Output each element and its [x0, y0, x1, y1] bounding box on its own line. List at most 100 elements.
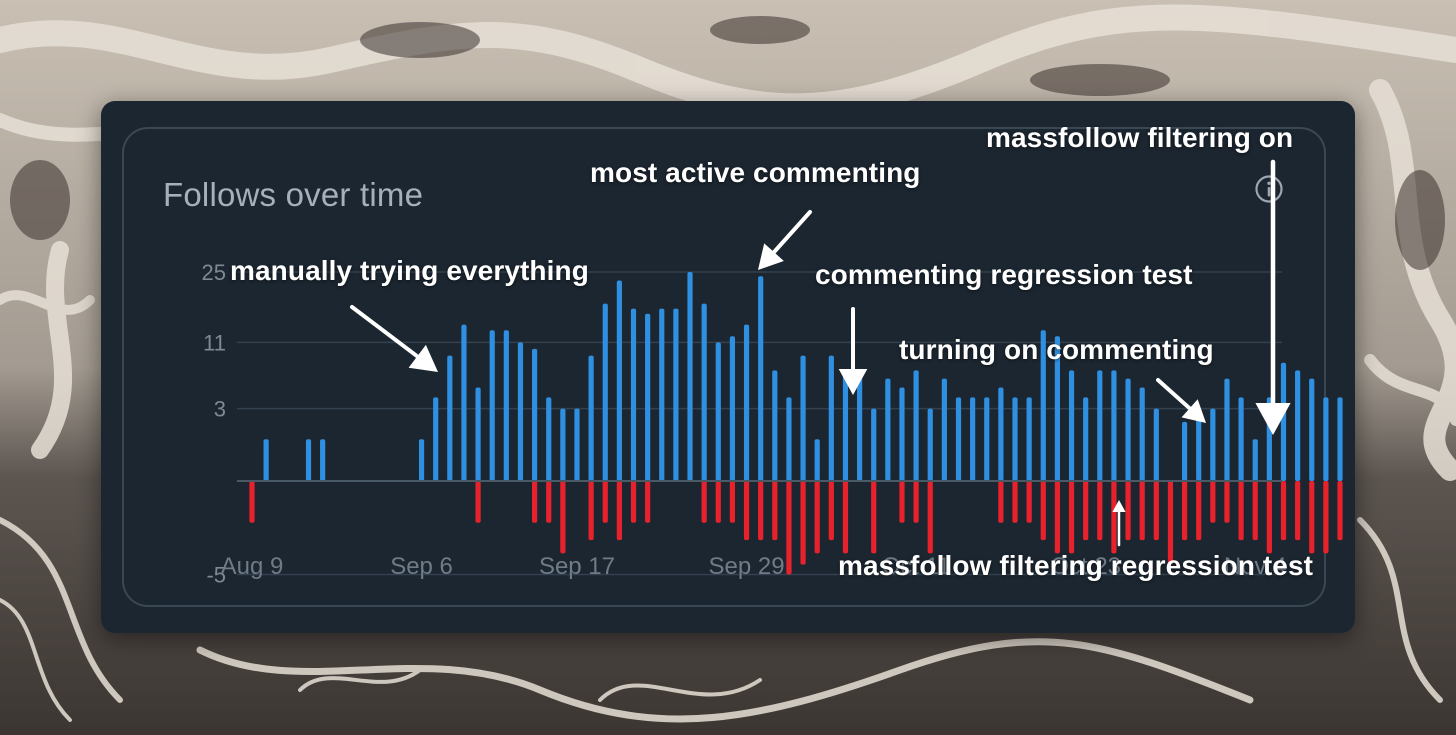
bar-negative [758, 481, 764, 541]
arrow-massfollow-on-head [1255, 403, 1291, 435]
bar-negative [630, 481, 637, 523]
bar-positive [1083, 397, 1089, 481]
bar-negative [249, 481, 255, 523]
bar-negative [1280, 481, 1287, 541]
chart-card [101, 101, 1355, 633]
bar-positive [758, 276, 764, 481]
annotation-manually-trying-everything: manually trying everything [230, 255, 589, 286]
bar-positive [1139, 387, 1145, 481]
bar-negative [701, 481, 707, 523]
bar-positive [1181, 421, 1188, 481]
bar-negative [899, 481, 905, 523]
x-tick-label: Sep 6 [390, 553, 453, 580]
bar-positive [1196, 408, 1202, 481]
bar-positive [602, 303, 608, 481]
bar-negative [729, 481, 736, 523]
bar-negative [842, 481, 849, 554]
arrow-manually-trying-head [408, 344, 438, 372]
bar-negative [1139, 481, 1145, 541]
bar-positive [1054, 336, 1061, 481]
bar-positive [588, 355, 594, 481]
annotation-turning-on-commenting: turning on commenting [899, 334, 1214, 365]
bar-negative [602, 481, 608, 523]
bar-positive [1224, 378, 1230, 481]
bar-negative [645, 481, 651, 523]
bar-positive [743, 324, 750, 481]
bar-positive [1097, 370, 1103, 481]
bar-positive [1337, 397, 1343, 481]
bar-positive [263, 439, 269, 481]
bar-negative [1266, 481, 1272, 554]
bar-positive [970, 397, 976, 481]
bar-negative [1309, 481, 1315, 554]
bar-negative [927, 481, 933, 554]
bar-positive [517, 342, 524, 481]
bar-positive [1238, 397, 1244, 481]
bar-positive [489, 330, 495, 481]
bar-positive [1153, 408, 1159, 481]
bar-negative [1012, 481, 1018, 523]
bar-negative [1167, 481, 1174, 565]
y-tick-label: 11 [203, 330, 226, 355]
bar-negative [1068, 481, 1075, 554]
bar-negative [1210, 481, 1216, 523]
x-tick-label: Sep 29 [709, 553, 785, 580]
arrow-regression-head [838, 369, 868, 395]
annotation-most-active-commenting: most active commenting [590, 157, 921, 188]
bar-positive [1012, 397, 1018, 481]
bar-negative [786, 481, 792, 575]
bar-negative [1181, 481, 1188, 541]
bar-negative [772, 481, 778, 541]
bar-negative [1337, 481, 1343, 541]
bar-positive [1323, 397, 1329, 481]
arrow-turning-on-head [1181, 399, 1206, 423]
bar-negative [546, 481, 552, 523]
x-tick-label: Aug 9 [221, 553, 284, 580]
bar-positive [1040, 330, 1046, 481]
bar-negative [913, 481, 919, 523]
x-tick-label: Sep 17 [539, 553, 615, 580]
y-tick-label: -5 [206, 562, 226, 587]
bar-negative [1026, 481, 1032, 523]
bar-positive [574, 408, 580, 481]
bar-positive [475, 387, 481, 481]
x-tick-label: Oct 23 [1050, 553, 1121, 580]
bar-positive [532, 348, 538, 481]
bar-negative [1196, 481, 1202, 541]
bar-positive [913, 370, 919, 481]
bar-positive [984, 397, 990, 481]
bar-negative [1323, 481, 1329, 554]
bar-positive [418, 439, 425, 481]
bar-positive [659, 308, 665, 481]
bar-negative [475, 481, 481, 523]
bar-positive [447, 355, 453, 481]
bar-positive [1210, 408, 1216, 481]
bar-positive [673, 308, 679, 481]
bar-negative [800, 481, 806, 565]
bar-negative [814, 481, 820, 554]
bar-negative [998, 481, 1004, 523]
bar-negative [1252, 481, 1258, 541]
bar-positive [1295, 370, 1301, 481]
bar-negative [1054, 481, 1061, 554]
bar-positive [630, 308, 637, 481]
info-icon[interactable] [1254, 174, 1284, 204]
bar-negative [828, 481, 834, 541]
bar-negative [871, 481, 877, 554]
bar-positive [828, 355, 834, 481]
bar-positive [715, 342, 721, 481]
y-tick-label: 25 [202, 260, 226, 285]
x-tick-label: Oct 11 [882, 553, 951, 580]
arrow-most-active-head [758, 243, 784, 270]
bar-positive [927, 408, 933, 481]
bar-positive [955, 397, 962, 481]
bar-negative [1040, 481, 1046, 541]
bar-negative [1083, 481, 1089, 541]
bar-positive [800, 355, 806, 481]
bar-negative [560, 481, 566, 554]
bar-positive [899, 387, 905, 481]
bar-positive [814, 439, 820, 481]
bar-positive [1026, 397, 1032, 481]
bar-negative [743, 481, 750, 541]
annotation-massfollow-filtering-on: massfollow filtering on [986, 122, 1294, 153]
